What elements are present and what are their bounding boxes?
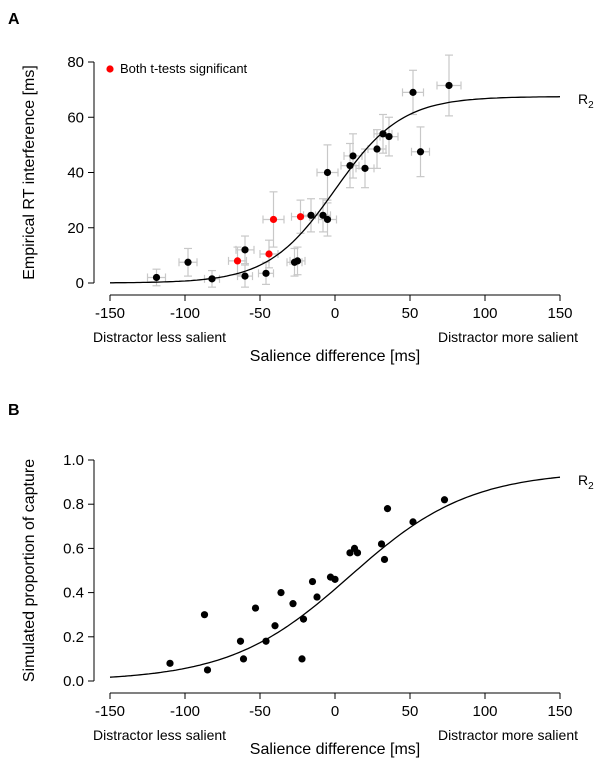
data-point-significant bbox=[265, 250, 273, 258]
x-tick-label: 0 bbox=[331, 703, 339, 720]
data-point bbox=[203, 666, 212, 674]
data-point bbox=[152, 273, 161, 282]
y-tick-label: 0.4 bbox=[63, 585, 84, 602]
y-tick-label: 20 bbox=[67, 220, 84, 237]
data-point bbox=[323, 215, 332, 224]
data-point bbox=[416, 148, 425, 156]
y-tick-label: 40 bbox=[67, 165, 84, 182]
x-tick-label: 100 bbox=[472, 305, 497, 322]
data-point bbox=[373, 145, 381, 153]
data-point bbox=[353, 549, 362, 557]
data-point bbox=[308, 577, 317, 586]
data-point bbox=[361, 164, 369, 172]
y-axis-title: Simulated proportion of capture bbox=[21, 459, 38, 682]
x-tick-label: -150 bbox=[95, 703, 125, 720]
x-tick-label: 0 bbox=[331, 305, 339, 322]
y-tick-label: 0.6 bbox=[63, 540, 84, 557]
data-point bbox=[262, 269, 270, 277]
annotation-more-salient: Distractor more salient bbox=[438, 329, 578, 345]
annotation-more-salient: Distractor more salient bbox=[438, 727, 578, 743]
data-point bbox=[299, 615, 308, 623]
data-point-significant bbox=[233, 257, 242, 265]
x-tick-label: -50 bbox=[249, 703, 271, 720]
annotation-less-salient: Distractor less salient bbox=[93, 727, 226, 743]
legend-marker bbox=[106, 65, 114, 73]
data-point bbox=[293, 257, 302, 265]
data-point bbox=[380, 555, 389, 564]
data-point bbox=[184, 258, 192, 266]
data-point bbox=[409, 518, 417, 526]
data-point bbox=[298, 655, 306, 663]
x-axis-title: Salience difference [ms] bbox=[250, 348, 420, 365]
data-point bbox=[236, 637, 245, 645]
data-point bbox=[331, 575, 339, 583]
fitted-curve bbox=[109, 476, 561, 678]
data-point bbox=[346, 549, 354, 557]
x-tick-label: 50 bbox=[402, 305, 419, 322]
y-tick-label: 0.0 bbox=[63, 673, 84, 690]
data-point bbox=[346, 161, 354, 170]
data-point-significant bbox=[269, 215, 278, 224]
data-point bbox=[277, 589, 285, 597]
data-point bbox=[385, 132, 393, 141]
data-point bbox=[307, 211, 315, 219]
data-point bbox=[377, 540, 386, 548]
data-point bbox=[271, 622, 279, 630]
chart-panel-b: B -150 -100 -50 0 50 100 150 0.0 0.2 0.4 0.6 0.8 1.0 S… bbox=[8, 402, 594, 758]
data-point bbox=[239, 655, 248, 663]
chart-panel-a: A -150 -100 -50 0 50 100 150 0 20 40 60 80 Salience d… bbox=[8, 11, 594, 365]
data-point bbox=[208, 275, 216, 283]
x-tick-label: -150 bbox=[95, 305, 125, 322]
data-point bbox=[241, 246, 249, 254]
data-point bbox=[200, 611, 209, 619]
error-bar bbox=[235, 235, 255, 265]
data-point bbox=[262, 637, 270, 645]
x-tick-label: -50 bbox=[249, 305, 271, 322]
curve-label: R2 bbox=[578, 91, 594, 111]
y-tick-label: 1.0 bbox=[63, 452, 84, 469]
data-point bbox=[251, 604, 260, 612]
data-point bbox=[379, 130, 387, 138]
data-point bbox=[289, 600, 297, 608]
data-point bbox=[349, 152, 357, 160]
annotation-less-salient: Distractor less salient bbox=[93, 329, 226, 345]
x-tick-label: 150 bbox=[547, 305, 572, 322]
y-tick-label: 0.8 bbox=[63, 496, 84, 513]
x-tick-label: -100 bbox=[170, 305, 200, 322]
panel-label: B bbox=[8, 402, 20, 419]
y-tick-label: 80 bbox=[67, 54, 84, 71]
y-tick-label: 0 bbox=[76, 275, 84, 292]
data-point bbox=[166, 659, 174, 667]
data-point bbox=[445, 81, 453, 90]
data-point-significant bbox=[296, 213, 305, 221]
legend-label: Both t-tests significant bbox=[120, 61, 248, 76]
data-point bbox=[323, 168, 332, 177]
data-point bbox=[241, 272, 249, 280]
curve-label-subscript: 2 bbox=[588, 481, 594, 492]
x-tick-label: -100 bbox=[170, 703, 200, 720]
x-axis-title: Salience difference [ms] bbox=[250, 741, 420, 758]
curve-label: R2 bbox=[578, 472, 594, 492]
x-tick-label: 150 bbox=[547, 703, 572, 720]
data-point bbox=[440, 496, 449, 504]
y-tick-label: 0.2 bbox=[63, 629, 84, 646]
x-tick-label: 50 bbox=[402, 703, 419, 720]
y-tick-label: 60 bbox=[67, 109, 84, 126]
data-point bbox=[383, 505, 392, 513]
fitted-curve bbox=[110, 96, 561, 284]
x-tick-label: 100 bbox=[472, 703, 497, 720]
panel-label: A bbox=[8, 11, 20, 28]
y-axis-title: Empirical RT interference [ms] bbox=[21, 65, 38, 280]
curve-label-subscript: 2 bbox=[588, 100, 594, 111]
data-point bbox=[313, 593, 321, 601]
data-point bbox=[409, 88, 417, 96]
